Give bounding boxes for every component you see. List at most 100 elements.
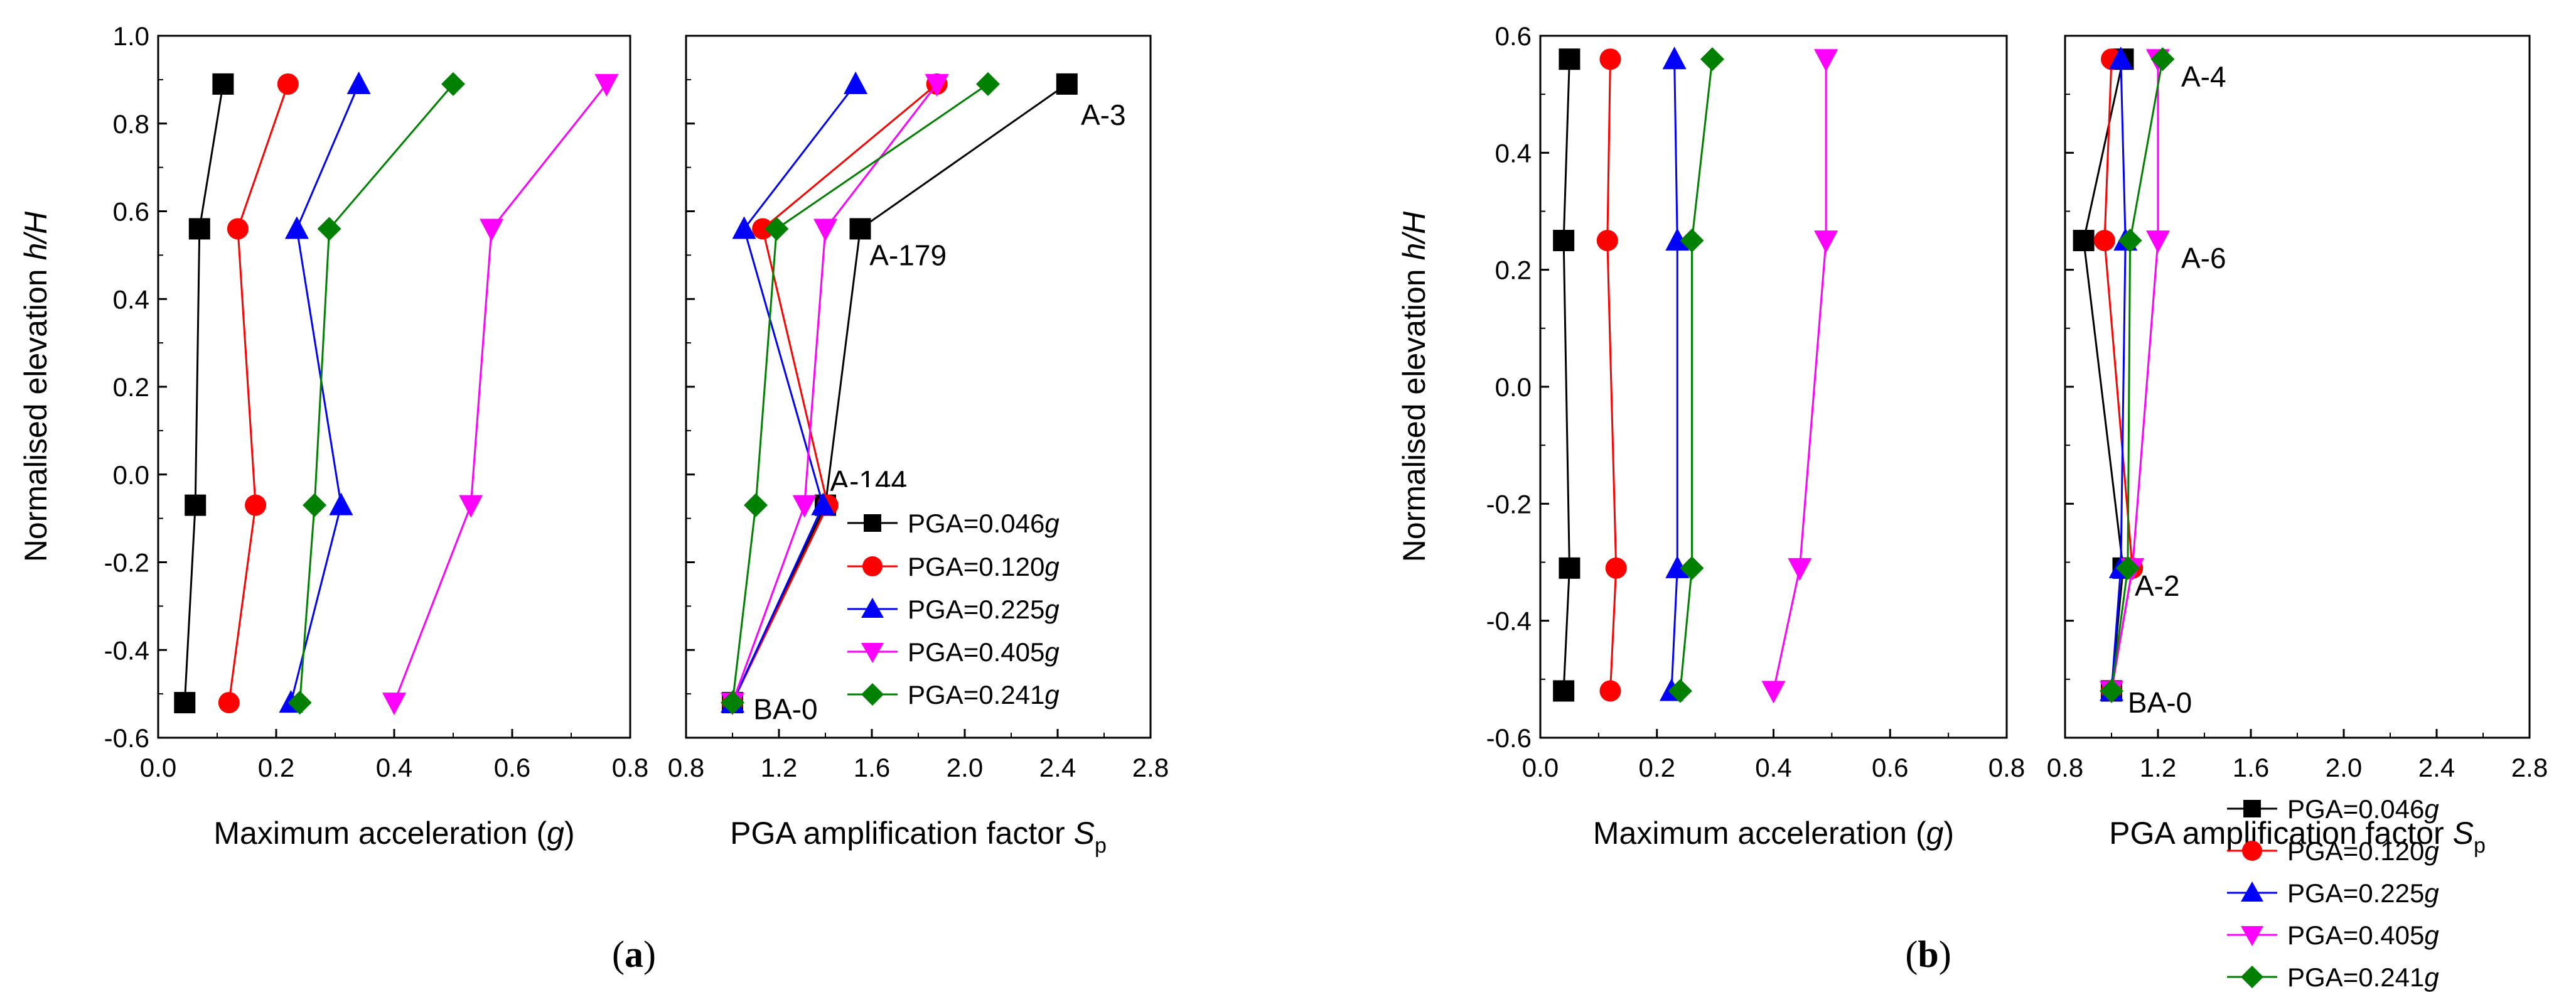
a-amp-annotation-0: A-3: [1081, 99, 1126, 131]
a-amp-point-2-3: [844, 71, 868, 94]
a-acc-point-1-3: [277, 73, 299, 95]
b-acc-xlabel: Maximum acceleration (g): [1593, 816, 1954, 851]
a-acc-point-1-2: [227, 218, 249, 240]
b-acc-frame: [1539, 35, 2008, 739]
b-acc-point-4-1: [1680, 556, 1704, 580]
legend-a-entry-1: PGA=0.120g: [847, 552, 1060, 581]
a-acc-ytick-label-5: 0.4: [113, 284, 149, 314]
b-amp-series-line-0: [2083, 58, 2125, 691]
b-acc-xtick-label-3: 0.6: [1872, 753, 1908, 782]
b-acc-point-3-0: [1761, 681, 1786, 704]
b-acc-point-3-3: [1814, 49, 1838, 72]
b-amp-annotation-1: A-6: [2181, 242, 2226, 274]
a-amp-point-0-3: [1056, 73, 1078, 95]
b-amp-xlabel: PGA amplification factor Sp: [2109, 816, 2486, 858]
legend-b: PGA=0.046g PGA=0.120g PGA=0.225g PGA=0.4…: [2227, 794, 2439, 992]
b-acc-ytick-label-0: -0.6: [1486, 723, 1532, 753]
a-acc-ytick-label-1: -0.4: [104, 635, 149, 665]
b-acc-ytick-label-6: 0.6: [1495, 21, 1532, 51]
b-acc-ytick-label-4: 0.2: [1495, 256, 1532, 285]
b-amp-xtick-label-1: 1.2: [2140, 753, 2176, 782]
axes-layer: [157, 35, 2531, 739]
a-acc-series-line-4: [299, 83, 454, 703]
a-acc-ytick-label-7: 0.8: [113, 109, 149, 139]
b-acc-xtick-label-1: 0.2: [1639, 753, 1675, 782]
b-amp-series-line-2: [2110, 59, 2127, 691]
legend-b-marker-2: [2241, 881, 2263, 902]
b-acc-point-1-0: [1599, 680, 1621, 702]
legend-a-entry-0: PGA=0.046g: [847, 509, 1060, 538]
a-amp-point-4-3: [976, 72, 1000, 96]
a-acc-ytick-label-4: 0.2: [113, 372, 149, 402]
b-acc-point-1-3: [1599, 48, 1621, 70]
b-amp-series-line-4: [2110, 59, 2164, 691]
b-acc-point-1-1: [1605, 557, 1627, 579]
a-acc-ylabel: Normalised elevation h/H: [18, 211, 53, 562]
b-amp-xtick-label-3: 2.0: [2326, 753, 2362, 782]
legend-b-marker-3: [2241, 926, 2263, 946]
b-amp-point-4-1: [2115, 556, 2140, 580]
legend-b-entry-4: PGA=0.241g: [2227, 962, 2439, 992]
b-acc-point-2-1: [1665, 555, 1690, 578]
legend-b-entry-0: PGA=0.046g: [2227, 794, 2439, 824]
a-acc-ytick-label-2: -0.2: [104, 548, 149, 578]
a-amp-series-line-1: [731, 83, 938, 703]
a-amp-series-line-2: [731, 83, 857, 703]
b-amp-annotation-3: BA-0: [2128, 686, 2192, 719]
a-amp-point-1-2: [752, 218, 774, 240]
a-amp-xtick-label-5: 2.8: [1132, 753, 1169, 782]
legend-b-label-3: PGA=0.405g: [2287, 920, 2439, 950]
a-acc-series-line-3: [393, 83, 608, 703]
legend-a-label-3: PGA=0.405g: [908, 637, 1060, 667]
a-acc-point-4-0: [287, 691, 312, 715]
legend-b-label-1: PGA=0.120g: [2287, 836, 2439, 866]
a-acc-point-3-2: [480, 218, 504, 242]
a-acc-xlabel: Maximum acceleration (g): [213, 816, 574, 851]
legend-a-entry-4: PGA=0.241g: [847, 680, 1060, 709]
a-amp-point-4-1: [744, 493, 768, 517]
a-acc-xtick-label-4: 0.8: [612, 753, 648, 782]
a-amp-point-3-3: [925, 73, 949, 97]
b-acc-point-0-3: [1559, 48, 1580, 70]
legend-b-marker-1: [2242, 841, 2262, 861]
a-acc-point-3-1: [459, 495, 483, 518]
b-acc-xtick-label-4: 0.8: [1988, 753, 2025, 782]
b-acc-point-2-2: [1665, 228, 1690, 251]
legend-a-label-4: PGA=0.241g: [908, 680, 1060, 709]
a-amp-annotation-1: A-179: [869, 239, 947, 271]
b-acc-ytick-label-5: 0.4: [1495, 138, 1532, 168]
a-acc-ytick-label-6: 0.6: [113, 197, 149, 227]
b-amp-xtick-label-5: 2.8: [2511, 753, 2548, 782]
a-amp-point-0-2: [849, 218, 871, 240]
legend-a-marker-2: [861, 598, 884, 618]
b-amp-series-line-3: [2110, 59, 2159, 691]
a-acc-xtick-label-3: 0.6: [494, 753, 530, 782]
a-acc-point-1-1: [245, 494, 267, 516]
a-amp-series-line-4: [731, 83, 989, 703]
a-acc-point-4-3: [441, 72, 465, 96]
legend-a-marker-4: [861, 683, 884, 706]
a-acc-point-0-3: [212, 73, 234, 95]
data-layer: [174, 46, 2175, 716]
a-acc-point-3-3: [594, 73, 619, 97]
a-acc-xtick-label-1: 0.2: [258, 753, 294, 782]
b-amp-annotation-0: A-4: [2181, 60, 2226, 93]
legend-a: PGA=0.046g PGA=0.120g PGA=0.225g PGA=0.4…: [842, 487, 1149, 729]
a-amp-xtick-label-1: 1.2: [761, 753, 797, 782]
b-acc-point-4-2: [1680, 229, 1704, 253]
b-amp-xtick-label-2: 1.6: [2233, 753, 2269, 782]
b-acc-ytick-label-3: 0.0: [1495, 372, 1532, 402]
b-acc-series-line-1: [1606, 59, 1618, 691]
a-acc-point-1-0: [218, 692, 240, 714]
a-acc-ytick-label-8: 1.0: [113, 21, 149, 51]
b-acc-series-line-4: [1679, 59, 1714, 691]
a-amp-point-2-2: [732, 216, 756, 239]
b-acc-series-line-2: [1670, 59, 1678, 691]
legend-a-marker-3: [861, 643, 884, 663]
b-acc-point-3-1: [1788, 558, 1812, 581]
a-amp-point-4-2: [765, 217, 789, 241]
b-acc-point-1-2: [1596, 230, 1618, 252]
b-acc-xtick-label-0: 0.0: [1522, 753, 1559, 782]
legend-b-entry-2: PGA=0.225g: [2227, 878, 2439, 908]
